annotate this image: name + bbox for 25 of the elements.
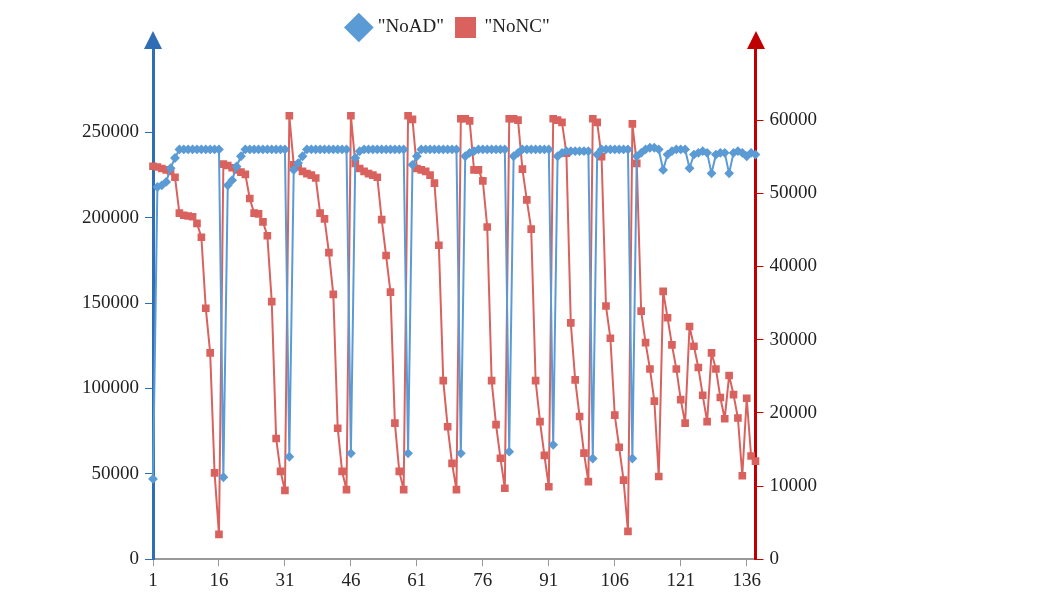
y2-tick-label: 20000	[769, 400, 817, 422]
legend-label: "NoNC"	[484, 15, 550, 37]
y-tick-label: 250000	[82, 120, 139, 142]
y2-tick-label: 10000	[769, 474, 817, 496]
x-tick-label: 61	[407, 568, 427, 590]
y-tick-label: 100000	[82, 376, 139, 398]
y2-tick-label: 50000	[769, 181, 817, 203]
x-tick-label: 31	[275, 568, 295, 590]
x-tick-label: 136	[732, 568, 761, 590]
y2-tick-label: 30000	[769, 327, 817, 349]
y-tick-label: 50000	[91, 461, 139, 483]
y2-tick-label: 0	[769, 547, 779, 569]
legend-label: "NoAD"	[377, 15, 445, 37]
y2-tick-label: 40000	[769, 254, 817, 276]
y-tick-label: 0	[129, 547, 139, 569]
x-tick-label: 106	[600, 568, 630, 590]
y-tick-label: 200000	[82, 205, 139, 227]
x-tick-label: 1	[148, 568, 158, 590]
x-tick-label: 46	[341, 568, 361, 590]
x-tick-label: 16	[209, 568, 229, 590]
x-tick-label: 76	[473, 568, 493, 590]
y2-tick-label: 60000	[769, 108, 817, 130]
x-tick-label: 121	[666, 568, 695, 590]
y-tick-label: 150000	[82, 291, 139, 313]
x-tick-label: 91	[539, 568, 559, 590]
